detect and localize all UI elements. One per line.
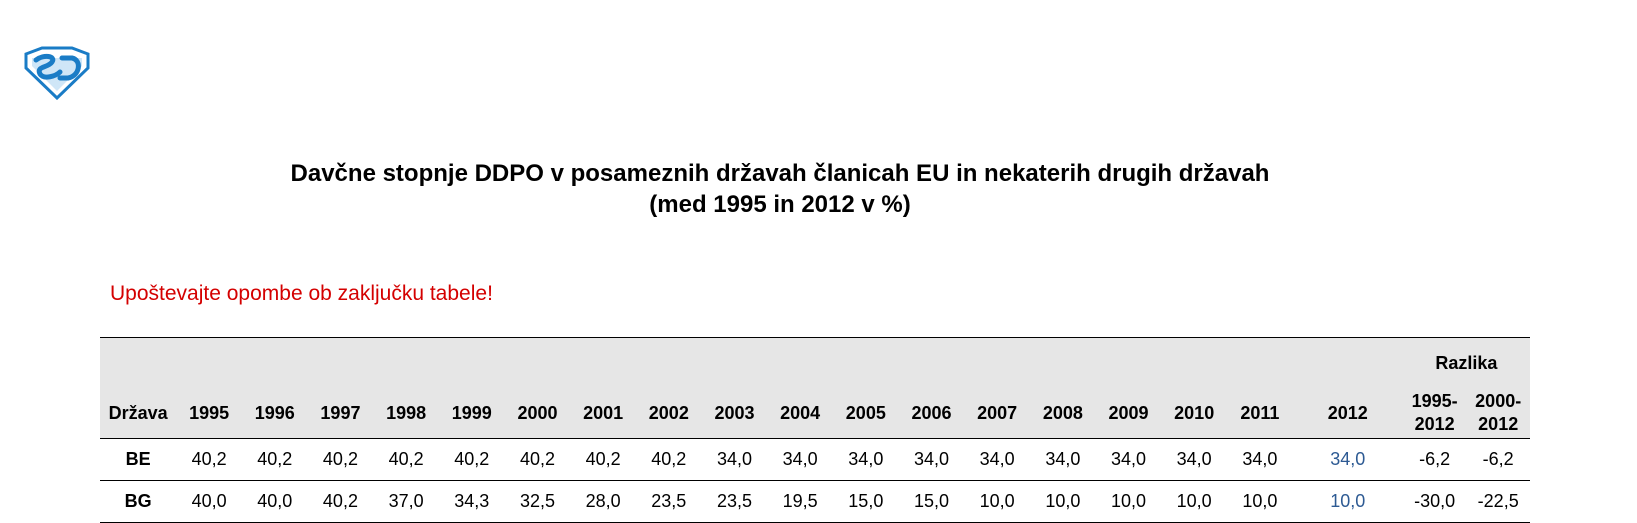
table-cell: 34,0 [701, 438, 768, 481]
table-row: BG 40,0 40,0 40,2 37,0 34,3 32,5 28,0 23,5 23,5 19… [100, 480, 1530, 523]
table-cell: -30,0 [1402, 480, 1467, 523]
column-header: 2004 [767, 388, 833, 439]
table-cell: 23,5 [635, 480, 702, 523]
column-header: 2012 [1292, 388, 1403, 439]
column-header: 2002 [635, 388, 702, 439]
column-header: 1997 [307, 388, 374, 439]
table-cell: 34,0 [1292, 438, 1403, 481]
sd-logo-icon [24, 46, 90, 100]
table-cell: 40,2 [241, 438, 308, 481]
table-cell: 40,2 [438, 438, 505, 481]
column-header: 2006 [898, 388, 965, 439]
column-header: 2011 [1227, 388, 1293, 439]
table-cell: 32,5 [504, 480, 571, 523]
table-cell: 34,0 [1161, 438, 1228, 481]
blank-header-cell [100, 337, 1403, 388]
table-group-header-row: Razlika [100, 337, 1530, 388]
table-cell: 28,0 [570, 480, 636, 523]
column-header: 2000 [504, 388, 571, 439]
column-header: 2000- 2012 [1466, 388, 1530, 439]
table-cell: 40,2 [176, 438, 242, 481]
table-cell: 15,0 [832, 480, 899, 523]
table-cell: 19,5 [767, 480, 833, 523]
table-cell: 10,0 [964, 480, 1030, 523]
table-row: BE 40,2 40,2 40,2 40,2 40,2 40,2 40,2 40,2 34,0 34… [100, 438, 1530, 481]
table-cell: 34,0 [1095, 438, 1162, 481]
notes-warning: Upoštevajte opombe ob zaključku tabele! [110, 282, 493, 305]
country-code-cell: BG [100, 480, 177, 523]
column-header: 2008 [1030, 388, 1096, 439]
column-header: 1996 [241, 388, 308, 439]
column-header: 1995 [176, 388, 242, 439]
table-cell: 10,0 [1227, 480, 1293, 523]
table-cell: 37,0 [373, 480, 439, 523]
table-cell: 40,2 [307, 438, 374, 481]
table-cell: 40,2 [307, 480, 374, 523]
table-cell: 10,0 [1030, 480, 1096, 523]
country-code-cell: BE [100, 438, 177, 481]
table-cell: 34,3 [438, 480, 505, 523]
table-header-row: Država 1995 1996 1997 1998 1999 2000 2001 2002 20… [100, 388, 1530, 439]
table-cell: 23,5 [701, 480, 768, 523]
table-cell: 34,0 [898, 438, 965, 481]
document-title: Davčne stopnje DDPO v posameznih državah… [0, 158, 1560, 220]
tax-rate-table: Razlika Država 1995 1996 1997 1998 1999 2000 20… [100, 337, 1530, 523]
table-cell: 10,0 [1292, 480, 1403, 523]
table-cell: 34,0 [1030, 438, 1096, 481]
table-cell: 40,2 [504, 438, 571, 481]
column-header: 2003 [701, 388, 768, 439]
table-cell: -6,2 [1466, 438, 1530, 481]
table-cell: 40,2 [635, 438, 702, 481]
table-cell: 40,2 [373, 438, 439, 481]
column-header: 2010 [1161, 388, 1228, 439]
table-cell: 40,0 [176, 480, 242, 523]
table-cell: 34,0 [832, 438, 899, 481]
table-cell: -6,2 [1402, 438, 1467, 481]
table-cell: 40,2 [570, 438, 636, 481]
column-header: 2009 [1095, 388, 1162, 439]
column-header: 2001 [570, 388, 636, 439]
column-header: 2005 [832, 388, 899, 439]
title-line-2: (med 1995 in 2012 v %) [649, 191, 911, 218]
table-cell: 10,0 [1095, 480, 1162, 523]
difference-group-header: Razlika [1402, 337, 1530, 388]
title-line-1: Davčne stopnje DDPO v posameznih državah… [290, 160, 1270, 187]
table-cell: -22,5 [1466, 480, 1530, 523]
table-cell: 15,0 [898, 480, 965, 523]
table-cell: 34,0 [964, 438, 1030, 481]
table-cell: 34,0 [1227, 438, 1293, 481]
table-cell: 40,0 [241, 480, 308, 523]
column-header: 1999 [438, 388, 505, 439]
table-cell: 34,0 [767, 438, 833, 481]
column-header: 1998 [373, 388, 439, 439]
column-header: 1995- 2012 [1402, 388, 1467, 439]
table-cell: 10,0 [1161, 480, 1228, 523]
column-header: 2007 [964, 388, 1030, 439]
column-header-country: Država [100, 388, 177, 439]
table-body: BE 40,2 40,2 40,2 40,2 40,2 40,2 40,2 40,2 34,0 34… [100, 438, 1530, 523]
